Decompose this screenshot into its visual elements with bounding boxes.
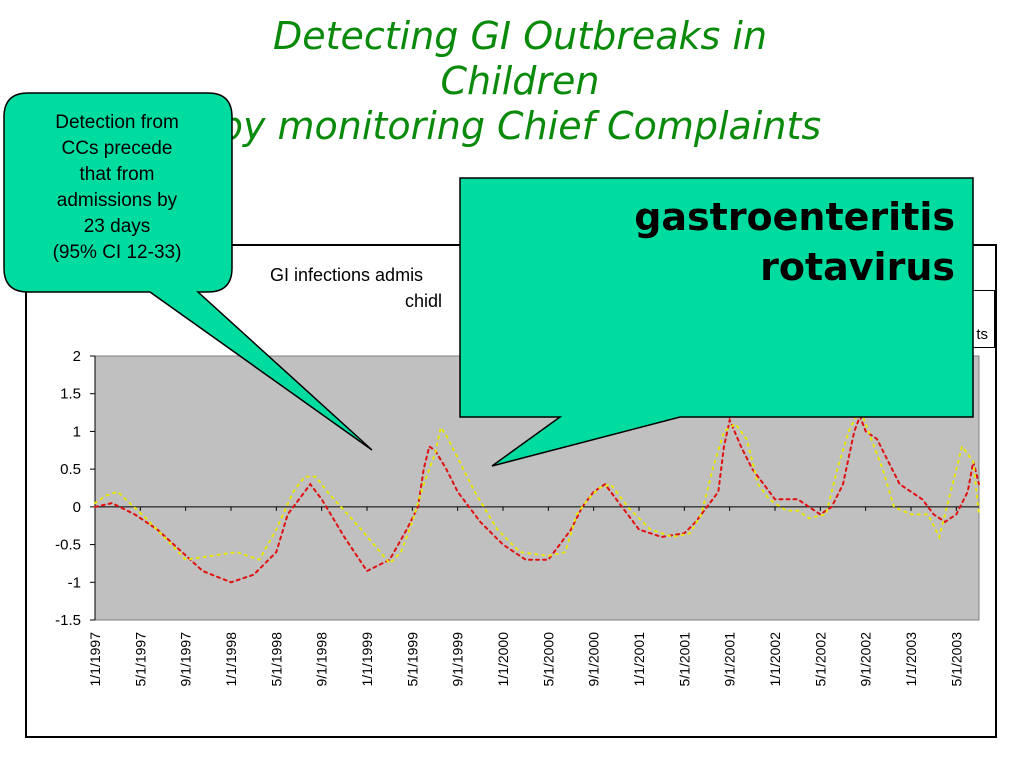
left-callout-line-2: CCs precede xyxy=(61,138,173,159)
overlay-line-1: gastroenteritis xyxy=(634,195,955,239)
y-tick-label: 1.5 xyxy=(60,386,81,403)
y-tick-label: 1 xyxy=(73,423,81,440)
y-tick-label: -0.5 xyxy=(55,537,81,554)
legend-label: ts xyxy=(976,326,988,343)
x-tick-label: 9/1/1998 xyxy=(314,632,330,687)
left-callout-shape xyxy=(3,92,373,451)
x-tick-label: 5/1/2001 xyxy=(676,632,692,687)
chart-title-line-2: chidl xyxy=(405,291,443,311)
series-red xyxy=(94,413,980,584)
y-tick-label: -1 xyxy=(68,574,81,591)
x-tick-label: 1/1/1998 xyxy=(223,632,239,687)
x-tick-label: 1/1/2003 xyxy=(903,632,919,687)
slide-title-line-3: by monitoring Chief Complaints xyxy=(218,104,822,148)
x-tick-label: 9/1/1999 xyxy=(450,632,466,687)
y-tick-label: -1.5 xyxy=(55,612,81,629)
slide-title: Detecting GI Outbreaks in Children by mo… xyxy=(200,14,840,149)
left-callout-line-6: (95% CI 12-33) xyxy=(52,242,182,263)
left-callout-line-4: admissions by xyxy=(56,190,178,211)
x-tick-label: 1/1/1997 xyxy=(87,632,103,687)
x-tick-label: 1/1/2000 xyxy=(495,632,511,687)
slide-title-line-2: Children xyxy=(440,59,600,103)
series-yellow xyxy=(94,406,980,565)
series-layer xyxy=(94,406,980,584)
x-tick-label: 1/1/1999 xyxy=(359,632,375,687)
y-tick-label: 0 xyxy=(73,499,81,516)
slide-title-line-1: Detecting GI Outbreaks in xyxy=(272,14,768,58)
x-tick-label: 1/1/2001 xyxy=(631,632,647,687)
y-tick-label: 2 xyxy=(73,348,81,365)
x-tick-label: 5/1/2002 xyxy=(812,632,828,687)
left-callout-line-3: that from xyxy=(79,164,155,185)
chart-title-line-1: GI infections admis xyxy=(270,265,424,285)
x-tick-label: 9/1/2001 xyxy=(722,632,738,687)
chart-axes: 2 1.5 1 0.5 0 -0.5 -1 -1.5 1/1/1997 5/1/1997 9/1/1… xyxy=(55,348,979,687)
y-tick-label: 0.5 xyxy=(60,461,81,478)
x-tick-label: 5/1/1997 xyxy=(132,632,148,687)
left-callout-line-5: 23 days xyxy=(83,216,151,237)
x-tick-label: 5/1/2003 xyxy=(948,632,964,687)
overlay-callout: gastroenteritis rotavirus xyxy=(460,178,973,418)
x-tick-label: 5/1/1998 xyxy=(268,632,284,687)
chart-title: GI infections admis chidl xyxy=(270,262,590,314)
x-tick-label: 5/1/1999 xyxy=(404,632,420,687)
overlay-callout-shape xyxy=(459,177,974,467)
left-callout: Detection from CCs precede that from adm… xyxy=(6,110,228,266)
x-tick-label: 9/1/2002 xyxy=(858,632,874,687)
x-tick-label: 1/1/2002 xyxy=(767,632,783,687)
x-tick-label: 5/1/2000 xyxy=(540,632,556,687)
overlay-line-2: rotavirus xyxy=(760,245,955,289)
x-tick-label: 9/1/1997 xyxy=(178,632,194,687)
x-tick-label: 9/1/2000 xyxy=(586,632,602,687)
left-callout-line-1: Detection from xyxy=(55,112,179,133)
